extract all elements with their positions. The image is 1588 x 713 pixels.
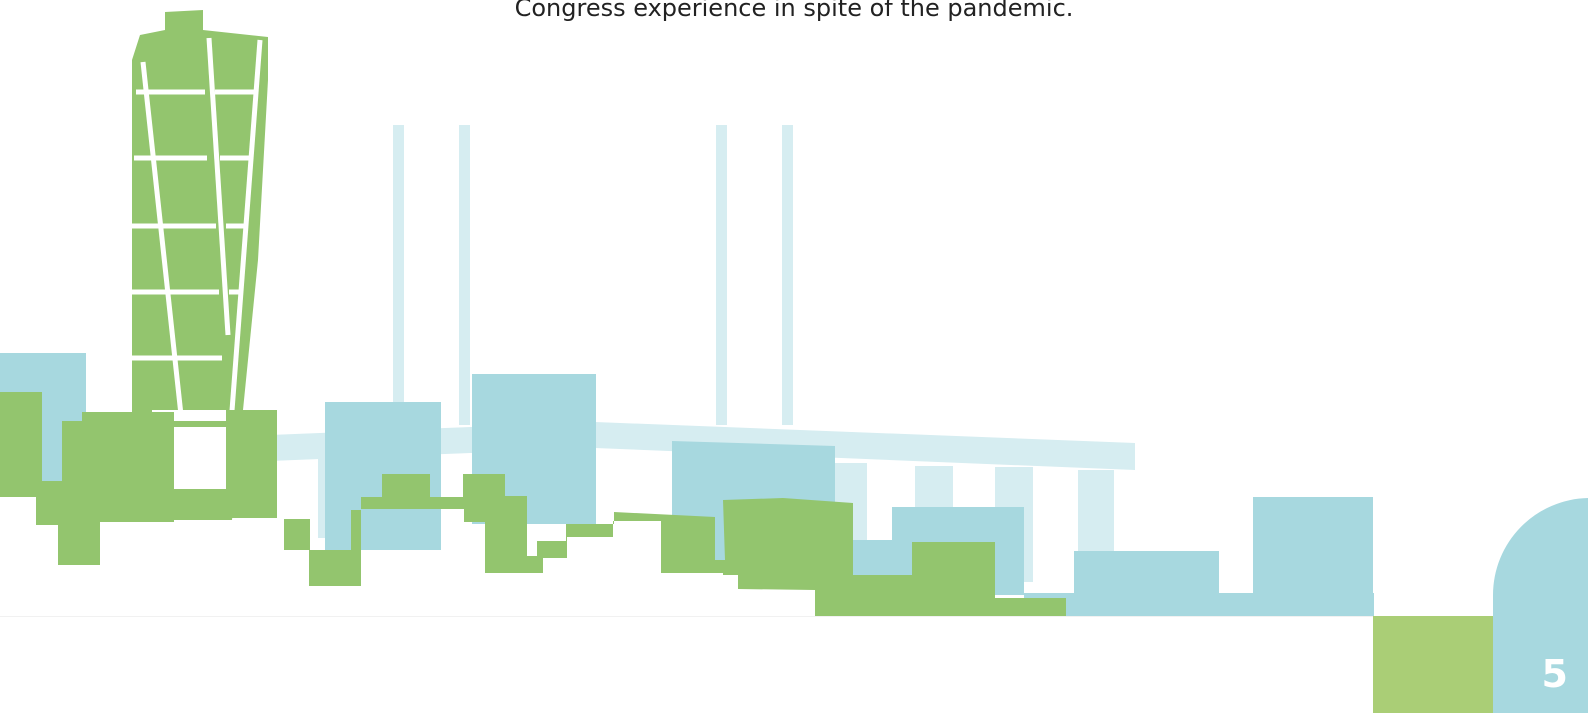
building xyxy=(1024,593,1374,616)
bridge-pylon xyxy=(393,125,404,425)
green-buildings xyxy=(0,392,1066,616)
corner-blue-arch xyxy=(1493,498,1588,713)
building xyxy=(284,519,310,550)
building xyxy=(36,481,96,525)
building xyxy=(351,474,1066,616)
bridge-pylon xyxy=(459,125,470,425)
bridge-pier xyxy=(318,458,326,538)
building xyxy=(226,410,277,518)
bridge-pier xyxy=(1078,470,1114,560)
building xyxy=(58,520,100,565)
building xyxy=(0,392,42,497)
bridge-pylon xyxy=(716,125,727,425)
corner-green-block xyxy=(1373,616,1493,713)
intro-text: Congress experience in spite of the pand… xyxy=(514,0,1074,22)
building xyxy=(82,412,174,522)
twisting-tower xyxy=(132,10,268,520)
bridge-pylon xyxy=(782,125,793,425)
page-number: 5 xyxy=(1541,652,1568,696)
